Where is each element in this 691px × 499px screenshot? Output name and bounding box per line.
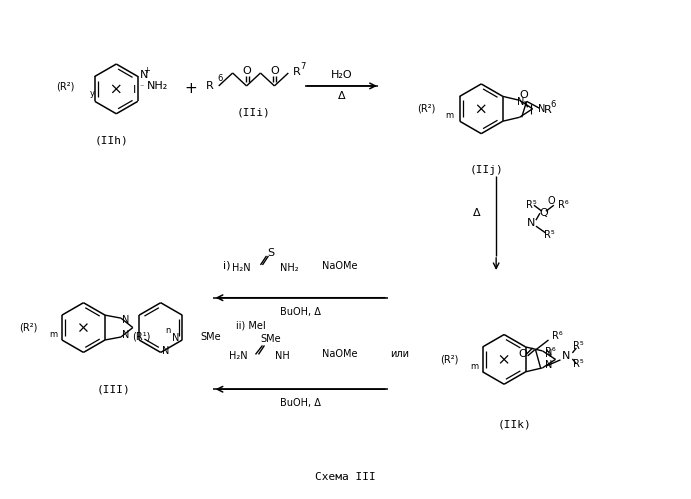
Text: NH₂: NH₂ — [281, 263, 299, 273]
Text: NaOMe: NaOMe — [322, 261, 358, 271]
Text: O: O — [519, 90, 528, 100]
Text: SMe: SMe — [260, 334, 281, 344]
Text: (R¹): (R¹) — [133, 331, 151, 341]
Text: O: O — [518, 349, 527, 359]
Text: R: R — [544, 105, 551, 115]
Text: O: O — [242, 66, 251, 76]
Text: 6: 6 — [218, 74, 223, 83]
Text: R: R — [206, 81, 214, 91]
Text: n: n — [166, 326, 171, 335]
Text: H₂N: H₂N — [229, 351, 247, 361]
Text: (R²): (R²) — [417, 104, 435, 114]
Text: BuOH, Δ: BuOH, Δ — [280, 307, 321, 317]
Text: R⁶: R⁶ — [545, 347, 556, 357]
Text: Δ: Δ — [338, 91, 346, 101]
Text: (R²): (R²) — [19, 322, 38, 332]
Text: (IIh): (IIh) — [95, 136, 129, 146]
Text: O: O — [270, 66, 278, 76]
Text: H₂N: H₂N — [232, 263, 251, 273]
Text: (IIj): (IIj) — [469, 166, 503, 176]
Text: N: N — [527, 218, 535, 228]
Text: R⁶: R⁶ — [553, 331, 563, 341]
Text: NH₂: NH₂ — [147, 81, 169, 91]
Text: или: или — [390, 349, 409, 359]
Text: R: R — [293, 67, 301, 77]
Text: (R²): (R²) — [440, 354, 458, 364]
Text: R⁵: R⁵ — [573, 341, 584, 351]
Text: N: N — [545, 360, 552, 370]
Text: 6: 6 — [551, 100, 556, 109]
Text: N: N — [562, 351, 571, 361]
Text: (IIk): (IIk) — [498, 419, 531, 429]
Text: I: I — [133, 85, 136, 95]
Text: (III): (III) — [97, 384, 130, 394]
Text: +: + — [184, 81, 197, 96]
Text: N: N — [162, 346, 169, 356]
Text: ii) MeI: ii) MeI — [236, 320, 265, 330]
Text: Q: Q — [540, 208, 548, 218]
Text: BuOH, Δ: BuOH, Δ — [280, 398, 321, 408]
Text: R⁵: R⁵ — [544, 230, 555, 240]
Text: Схема III: Схема III — [314, 472, 375, 482]
Text: NH: NH — [276, 351, 290, 361]
Text: R⁵: R⁵ — [526, 200, 537, 210]
Text: NaOMe: NaOMe — [322, 349, 358, 359]
Text: H₂O: H₂O — [331, 70, 353, 80]
Text: (R²): (R²) — [56, 82, 75, 92]
Text: N: N — [122, 330, 129, 340]
Text: R⁶: R⁶ — [558, 200, 569, 210]
Text: 7: 7 — [301, 61, 305, 70]
Text: N: N — [122, 315, 129, 325]
Text: ⁻: ⁻ — [140, 82, 144, 91]
Text: N: N — [140, 70, 148, 80]
Text: N: N — [517, 97, 524, 107]
Text: (IIi): (IIi) — [236, 108, 270, 118]
Text: N: N — [538, 104, 545, 114]
Text: O: O — [547, 196, 555, 206]
Text: m: m — [50, 330, 57, 339]
Text: N: N — [545, 349, 552, 359]
Text: m: m — [470, 362, 478, 371]
Text: S: S — [267, 248, 274, 258]
Text: y: y — [90, 89, 95, 98]
Text: i): i) — [223, 261, 230, 271]
Text: Δ: Δ — [473, 208, 480, 218]
Text: m: m — [446, 111, 453, 120]
Text: +: + — [143, 66, 150, 75]
Text: N: N — [172, 333, 179, 343]
Text: R⁵: R⁵ — [573, 359, 584, 369]
Text: SMe: SMe — [200, 332, 220, 342]
